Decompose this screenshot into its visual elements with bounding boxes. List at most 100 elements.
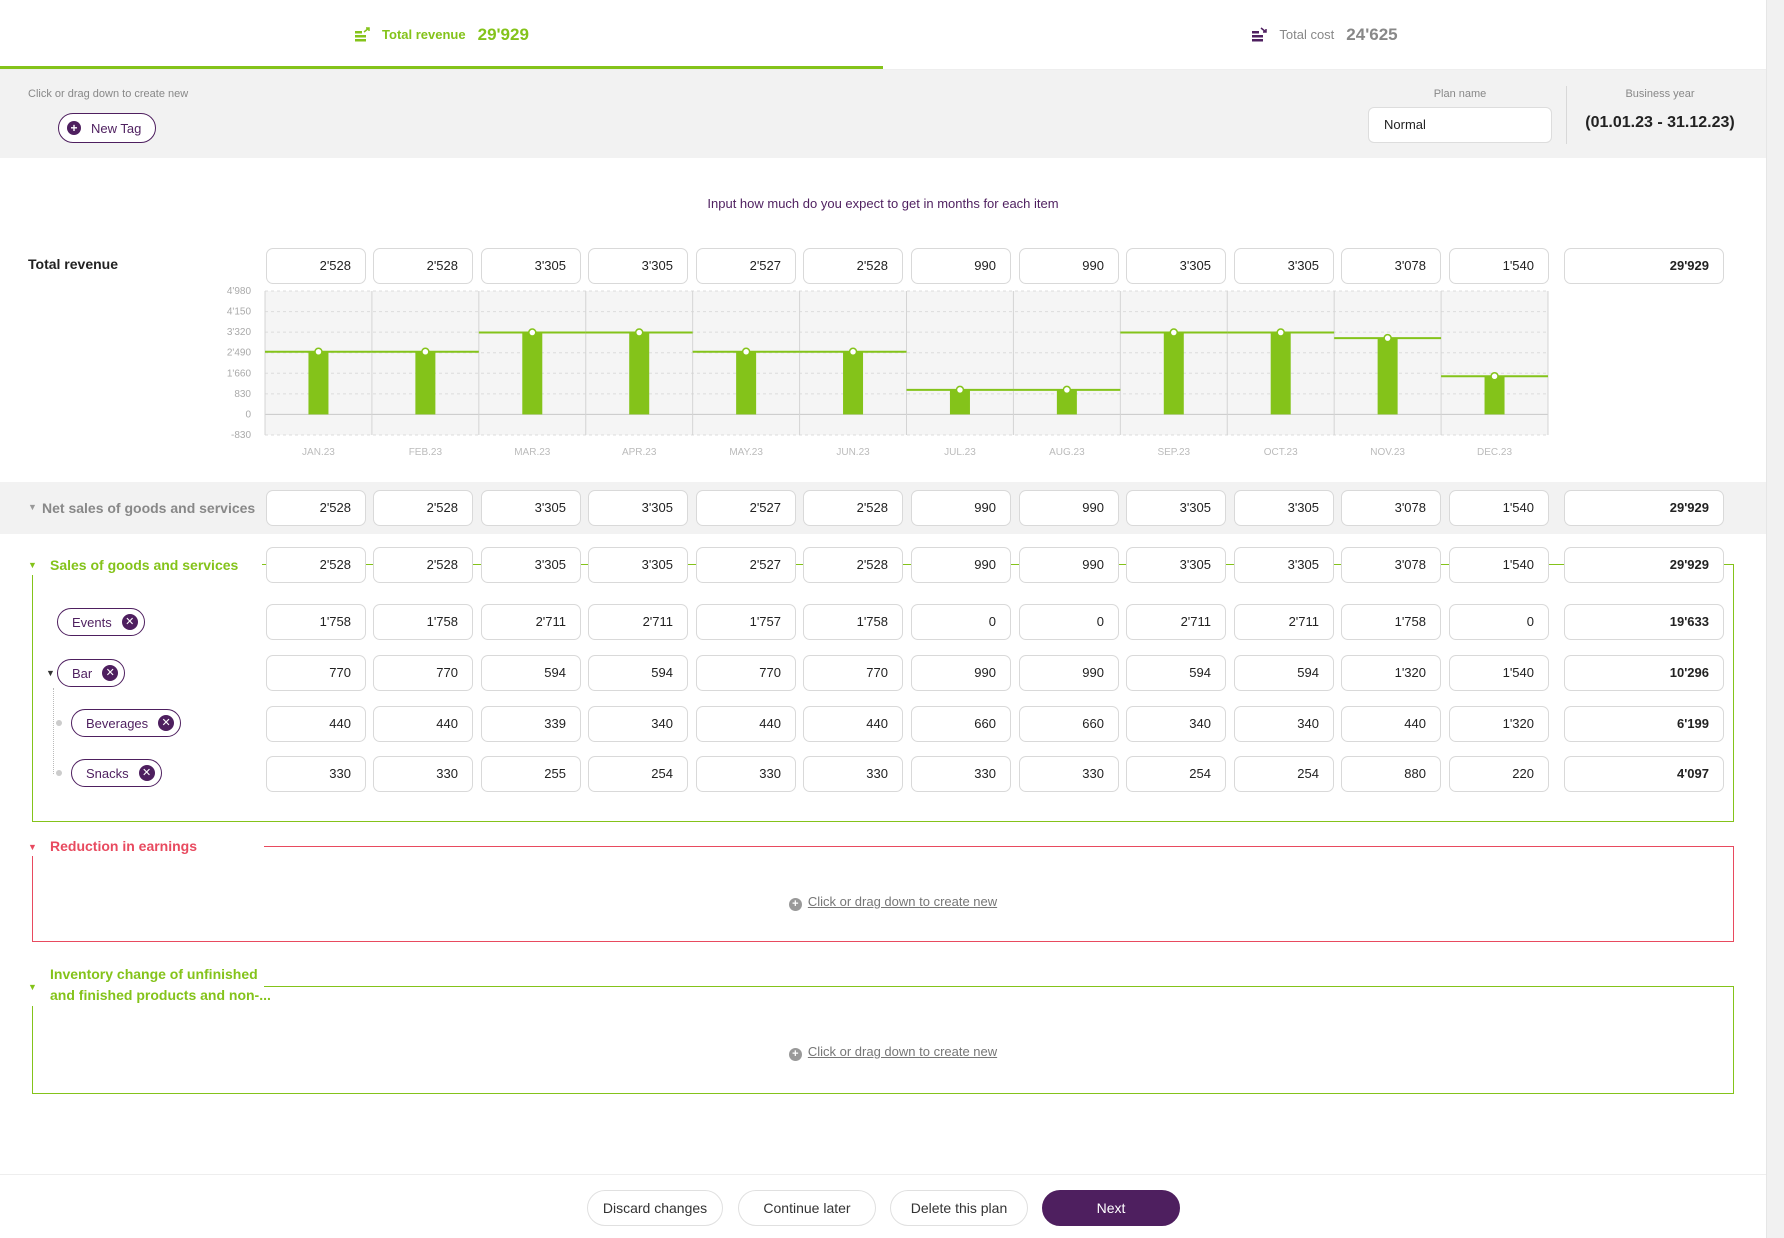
month-input-nov-23[interactable]: 3'078 <box>1341 248 1441 284</box>
month-input-apr-23[interactable]: 3'305 <box>588 248 688 284</box>
month-input-oct-23[interactable]: 2'711 <box>1234 604 1334 640</box>
month-input-oct-23[interactable]: 3'305 <box>1234 248 1334 284</box>
month-input-jan-23[interactable]: 2'528 <box>266 248 366 284</box>
month-input-aug-23[interactable]: 660 <box>1019 706 1119 742</box>
month-input-mar-23[interactable]: 3'305 <box>481 248 581 284</box>
month-input-jun-23[interactable]: 2'528 <box>803 248 903 284</box>
next-button[interactable]: Next <box>1042 1190 1180 1226</box>
month-input-jul-23[interactable]: 990 <box>911 655 1011 691</box>
month-input-jul-23[interactable]: 0 <box>911 604 1011 640</box>
month-input-aug-23[interactable]: 330 <box>1019 756 1119 792</box>
month-input-sep-23[interactable]: 340 <box>1126 706 1226 742</box>
reduction-collapse-icon[interactable]: ▼ <box>28 842 37 852</box>
discard-changes-button[interactable]: Discard changes <box>587 1190 723 1226</box>
month-input-may-23[interactable]: 440 <box>696 706 796 742</box>
month-input-dec-23[interactable]: 220 <box>1449 756 1549 792</box>
month-input-sep-23[interactable]: 594 <box>1126 655 1226 691</box>
month-input-aug-23[interactable]: 990 <box>1019 248 1119 284</box>
inventory-create-new[interactable]: + Click or drag down to create new <box>0 1044 1784 1061</box>
month-input-apr-23[interactable]: 3'305 <box>588 547 688 583</box>
tab-total-revenue[interactable]: Total revenue 29'929 <box>0 0 883 69</box>
month-input-jun-23[interactable]: 330 <box>803 756 903 792</box>
month-input-dec-23[interactable]: 1'540 <box>1449 490 1549 526</box>
month-input-oct-23[interactable]: 3'305 <box>1234 490 1334 526</box>
month-input-dec-23[interactable]: 1'540 <box>1449 248 1549 284</box>
month-input-sep-23[interactable]: 254 <box>1126 756 1226 792</box>
month-input-sep-23[interactable]: 3'305 <box>1126 547 1226 583</box>
month-input-may-23[interactable]: 2'527 <box>696 547 796 583</box>
month-input-jan-23[interactable]: 2'528 <box>266 547 366 583</box>
month-input-jun-23[interactable]: 770 <box>803 655 903 691</box>
month-input-oct-23[interactable]: 3'305 <box>1234 547 1334 583</box>
month-input-may-23[interactable]: 770 <box>696 655 796 691</box>
month-input-jun-23[interactable]: 2'528 <box>803 547 903 583</box>
remove-tag-icon[interactable]: ✕ <box>102 665 119 681</box>
month-input-apr-23[interactable]: 594 <box>588 655 688 691</box>
net-sales-collapse-icon[interactable]: ▼ <box>28 502 37 512</box>
month-input-nov-23[interactable]: 440 <box>1341 706 1441 742</box>
month-input-nov-23[interactable]: 880 <box>1341 756 1441 792</box>
month-input-sep-23[interactable]: 3'305 <box>1126 490 1226 526</box>
month-input-jul-23[interactable]: 990 <box>911 490 1011 526</box>
month-input-nov-23[interactable]: 1'320 <box>1341 655 1441 691</box>
tag-chip-events[interactable]: Events ✕ <box>57 608 145 636</box>
tab-total-cost[interactable]: Total cost 24'625 <box>883 0 1766 69</box>
month-input-jul-23[interactable]: 660 <box>911 706 1011 742</box>
month-input-jan-23[interactable]: 330 <box>266 756 366 792</box>
month-input-nov-23[interactable]: 3'078 <box>1341 490 1441 526</box>
month-input-sep-23[interactable]: 3'305 <box>1126 248 1226 284</box>
month-input-jul-23[interactable]: 990 <box>911 248 1011 284</box>
month-input-apr-23[interactable]: 254 <box>588 756 688 792</box>
month-input-aug-23[interactable]: 990 <box>1019 547 1119 583</box>
month-input-jun-23[interactable]: 2'528 <box>803 490 903 526</box>
continue-later-button[interactable]: Continue later <box>738 1190 876 1226</box>
month-input-oct-23[interactable]: 254 <box>1234 756 1334 792</box>
month-input-jun-23[interactable]: 1'758 <box>803 604 903 640</box>
month-input-apr-23[interactable]: 2'711 <box>588 604 688 640</box>
month-input-mar-23[interactable]: 255 <box>481 756 581 792</box>
month-input-dec-23[interactable]: 0 <box>1449 604 1549 640</box>
reduction-create-new[interactable]: + Click or drag down to create new <box>0 894 1784 911</box>
month-input-feb-23[interactable]: 2'528 <box>373 490 473 526</box>
month-input-jan-23[interactable]: 440 <box>266 706 366 742</box>
month-input-nov-23[interactable]: 1'758 <box>1341 604 1441 640</box>
month-input-feb-23[interactable]: 2'528 <box>373 547 473 583</box>
month-input-mar-23[interactable]: 339 <box>481 706 581 742</box>
month-input-mar-23[interactable]: 3'305 <box>481 547 581 583</box>
month-input-apr-23[interactable]: 340 <box>588 706 688 742</box>
month-input-aug-23[interactable]: 990 <box>1019 490 1119 526</box>
month-input-apr-23[interactable]: 3'305 <box>588 490 688 526</box>
month-input-jul-23[interactable]: 330 <box>911 756 1011 792</box>
month-input-may-23[interactable]: 2'527 <box>696 248 796 284</box>
month-input-jan-23[interactable]: 770 <box>266 655 366 691</box>
tag-chip-snacks[interactable]: Snacks ✕ <box>71 759 162 787</box>
month-input-jan-23[interactable]: 1'758 <box>266 604 366 640</box>
month-input-aug-23[interactable]: 0 <box>1019 604 1119 640</box>
month-input-sep-23[interactable]: 2'711 <box>1126 604 1226 640</box>
month-input-jul-23[interactable]: 990 <box>911 547 1011 583</box>
month-input-mar-23[interactable]: 3'305 <box>481 490 581 526</box>
delete-plan-button[interactable]: Delete this plan <box>890 1190 1028 1226</box>
month-input-oct-23[interactable]: 340 <box>1234 706 1334 742</box>
month-input-feb-23[interactable]: 770 <box>373 655 473 691</box>
month-input-dec-23[interactable]: 1'540 <box>1449 655 1549 691</box>
remove-tag-icon[interactable]: ✕ <box>138 765 155 781</box>
month-input-jan-23[interactable]: 2'528 <box>266 490 366 526</box>
sales-goods-collapse-icon[interactable]: ▼ <box>28 560 37 570</box>
month-input-nov-23[interactable]: 3'078 <box>1341 547 1441 583</box>
new-tag-button[interactable]: + New Tag <box>58 113 157 143</box>
month-input-aug-23[interactable]: 990 <box>1019 655 1119 691</box>
plan-name-input[interactable]: Normal <box>1368 107 1552 143</box>
month-input-jun-23[interactable]: 440 <box>803 706 903 742</box>
month-input-mar-23[interactable]: 2'711 <box>481 604 581 640</box>
month-input-dec-23[interactable]: 1'540 <box>1449 547 1549 583</box>
month-input-feb-23[interactable]: 330 <box>373 756 473 792</box>
month-input-oct-23[interactable]: 594 <box>1234 655 1334 691</box>
month-input-feb-23[interactable]: 1'758 <box>373 604 473 640</box>
inventory-collapse-icon[interactable]: ▼ <box>28 982 37 992</box>
remove-tag-icon[interactable]: ✕ <box>121 614 138 630</box>
remove-tag-icon[interactable]: ✕ <box>158 715 175 731</box>
month-input-feb-23[interactable]: 440 <box>373 706 473 742</box>
tag-chip-beverages[interactable]: Beverages ✕ <box>71 709 182 737</box>
month-input-may-23[interactable]: 330 <box>696 756 796 792</box>
